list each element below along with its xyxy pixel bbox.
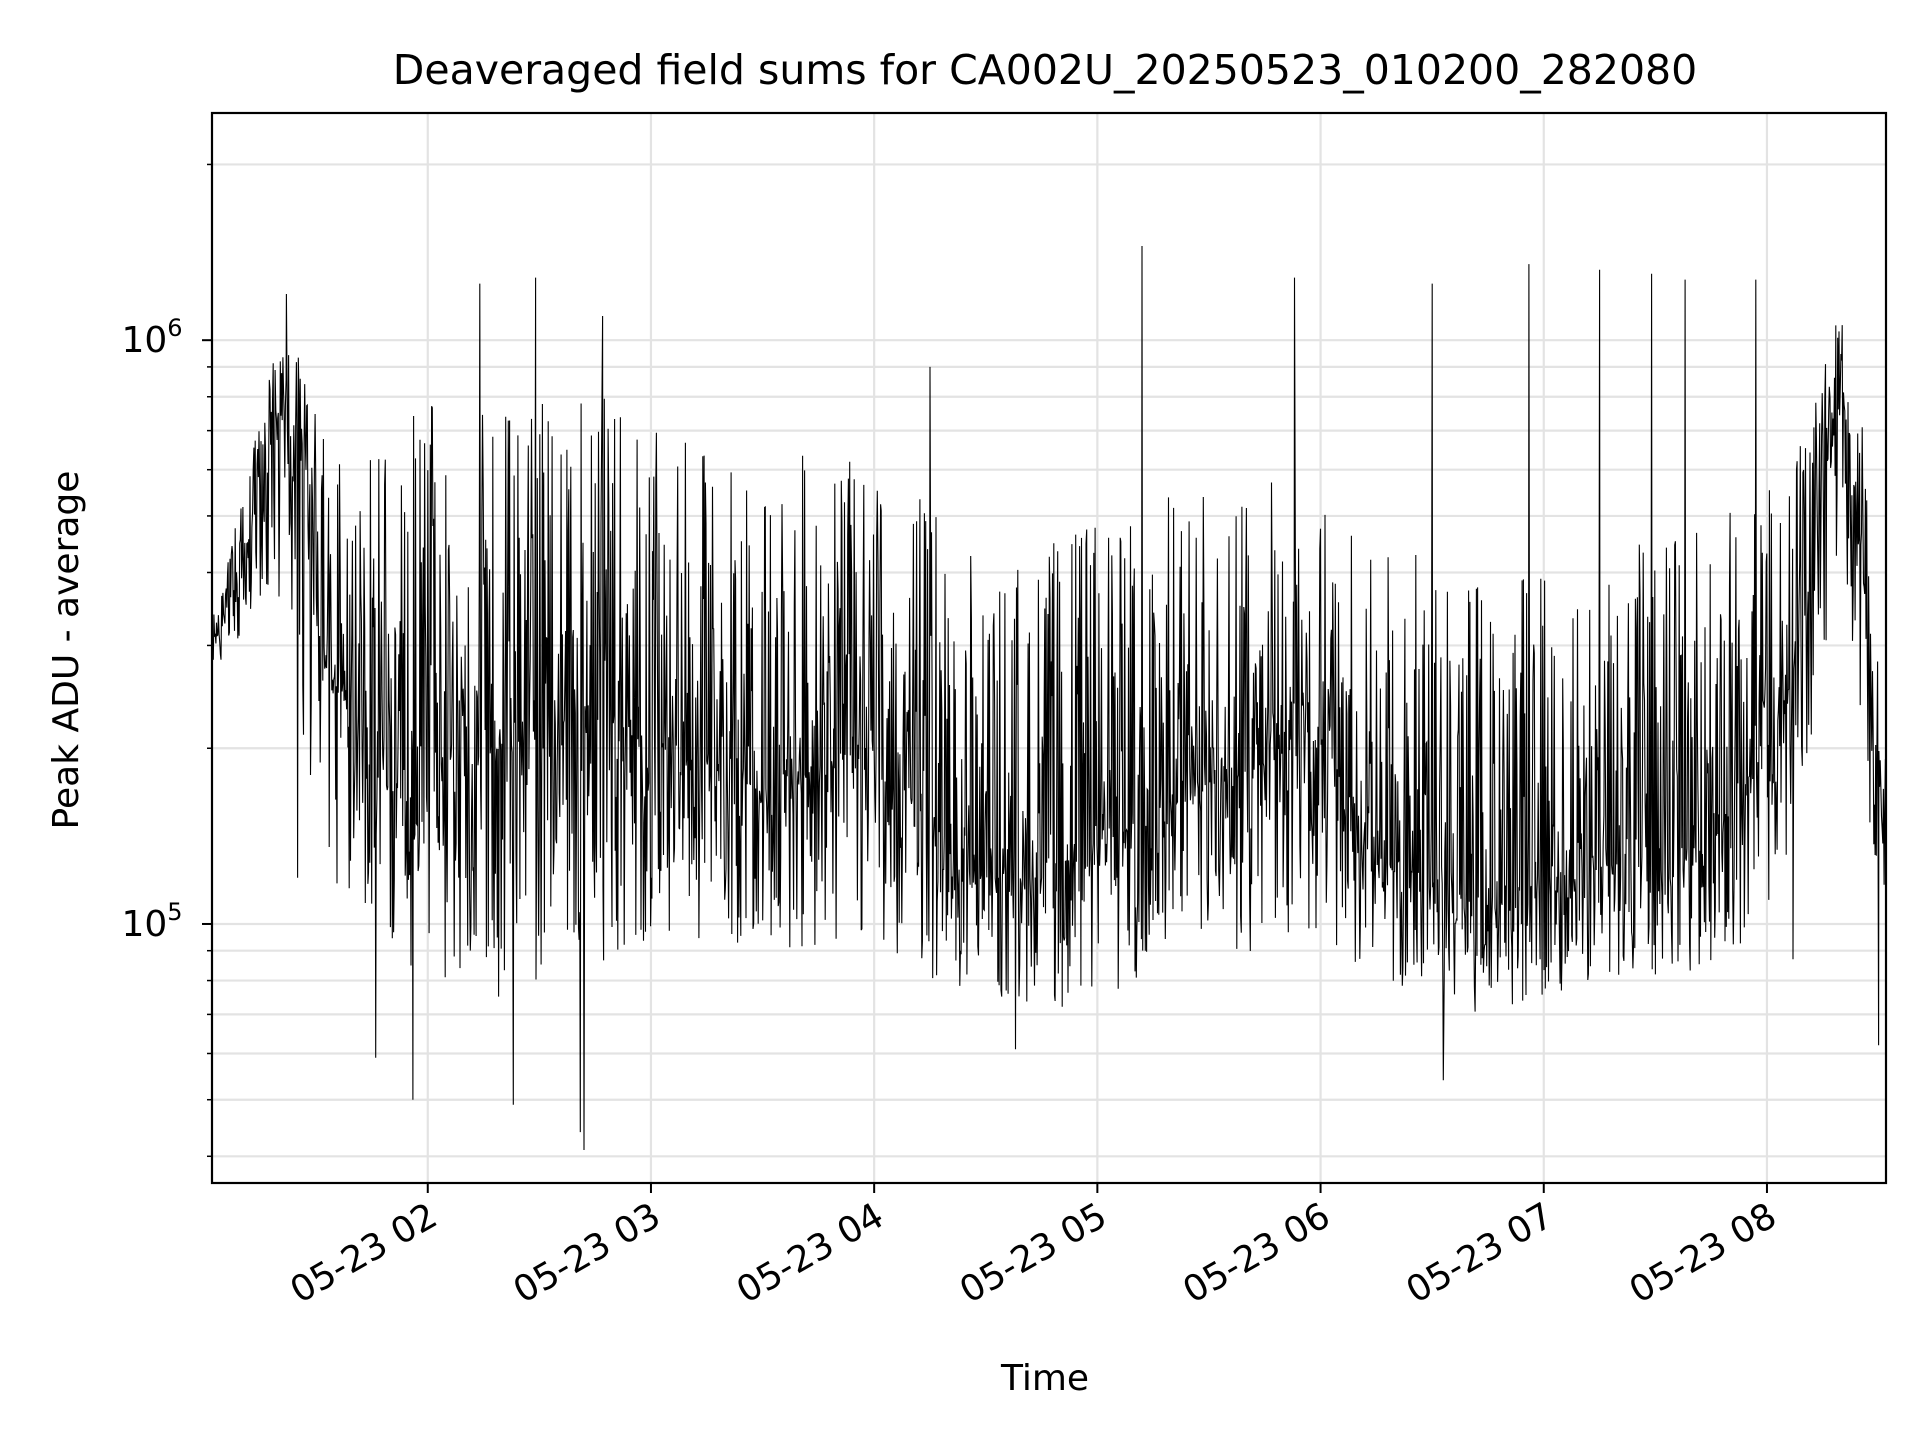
chart-title: Deaveraged field sums for CA002U_2025052… xyxy=(393,46,1697,94)
y-tick-exponent: 5 xyxy=(167,898,182,926)
y-axis-label: Peak ADU - average xyxy=(46,471,87,830)
y-tick-base: 10 xyxy=(121,320,167,361)
x-axis-label: Time xyxy=(1000,1358,1089,1399)
y-tick-label: 105 xyxy=(121,898,182,945)
y-tick-label: 106 xyxy=(121,314,182,361)
data-series-line xyxy=(212,245,1886,1151)
y-tick-base: 10 xyxy=(121,904,167,945)
data-line-group xyxy=(212,245,1886,1151)
plot-frame xyxy=(210,111,1888,1185)
y-tick-exponent: 6 xyxy=(167,314,182,342)
